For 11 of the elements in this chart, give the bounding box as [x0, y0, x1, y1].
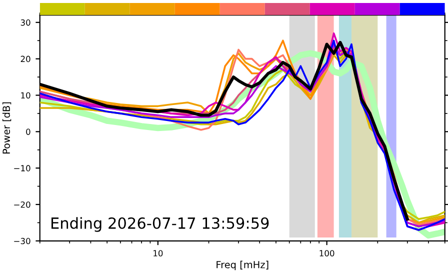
x-axis-title: Freq [mHz] [216, 260, 268, 270]
x-tick-label: 100 [320, 250, 334, 256]
y-tick-label: 20 [20, 56, 30, 62]
y-axis-title: Power [dB] [2, 102, 12, 154]
y-tick-label: 10 [21, 92, 30, 99]
y-tick-label: 0 [26, 128, 30, 135]
y-tick-label: 30 [20, 19, 30, 26]
y-tick-label: −20 [14, 201, 30, 208]
y-tick-label: −30 [14, 238, 30, 244]
y-tick-label: −10 [14, 165, 30, 172]
annotation: Ending 2026-07-17 13:59:59 [51, 217, 269, 232]
